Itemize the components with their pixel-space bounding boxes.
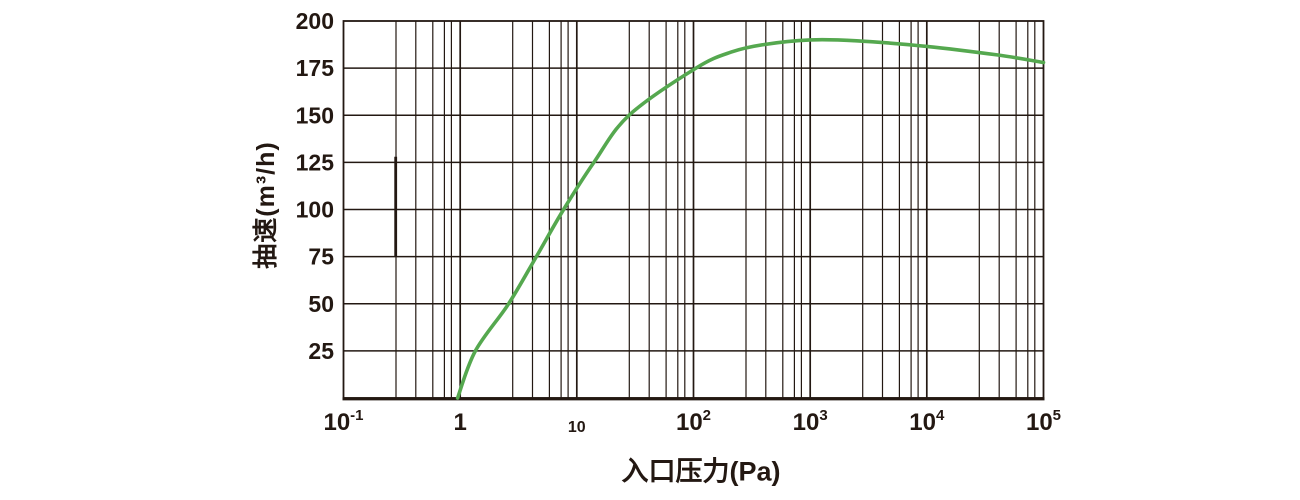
y-tick-label: 200 xyxy=(296,8,334,34)
x-axis-title: 入口压力(Pa) xyxy=(621,456,781,487)
y-tick-label: 175 xyxy=(296,55,335,81)
x-tick-label: 104 xyxy=(909,407,945,436)
y-tick-label: 125 xyxy=(296,149,335,175)
x-tick-label: 1 xyxy=(454,409,467,436)
y-axis-title: 抽速(m³/h) xyxy=(252,141,280,269)
y-tick-label: 150 xyxy=(296,102,334,128)
x-tick-label: 10-1 xyxy=(323,407,363,436)
y-tick-label: 75 xyxy=(308,244,334,270)
y-tick-label: 25 xyxy=(308,338,334,364)
pumping-speed-curve xyxy=(455,37,1046,400)
x-tick-label: 102 xyxy=(676,407,711,436)
x-tick-label: 105 xyxy=(1026,407,1061,436)
x-tick-label: 10 xyxy=(568,419,586,436)
x-tick-label: 103 xyxy=(793,407,828,436)
y-tick-label: 50 xyxy=(308,291,334,317)
y-tick-label: 100 xyxy=(296,197,334,223)
